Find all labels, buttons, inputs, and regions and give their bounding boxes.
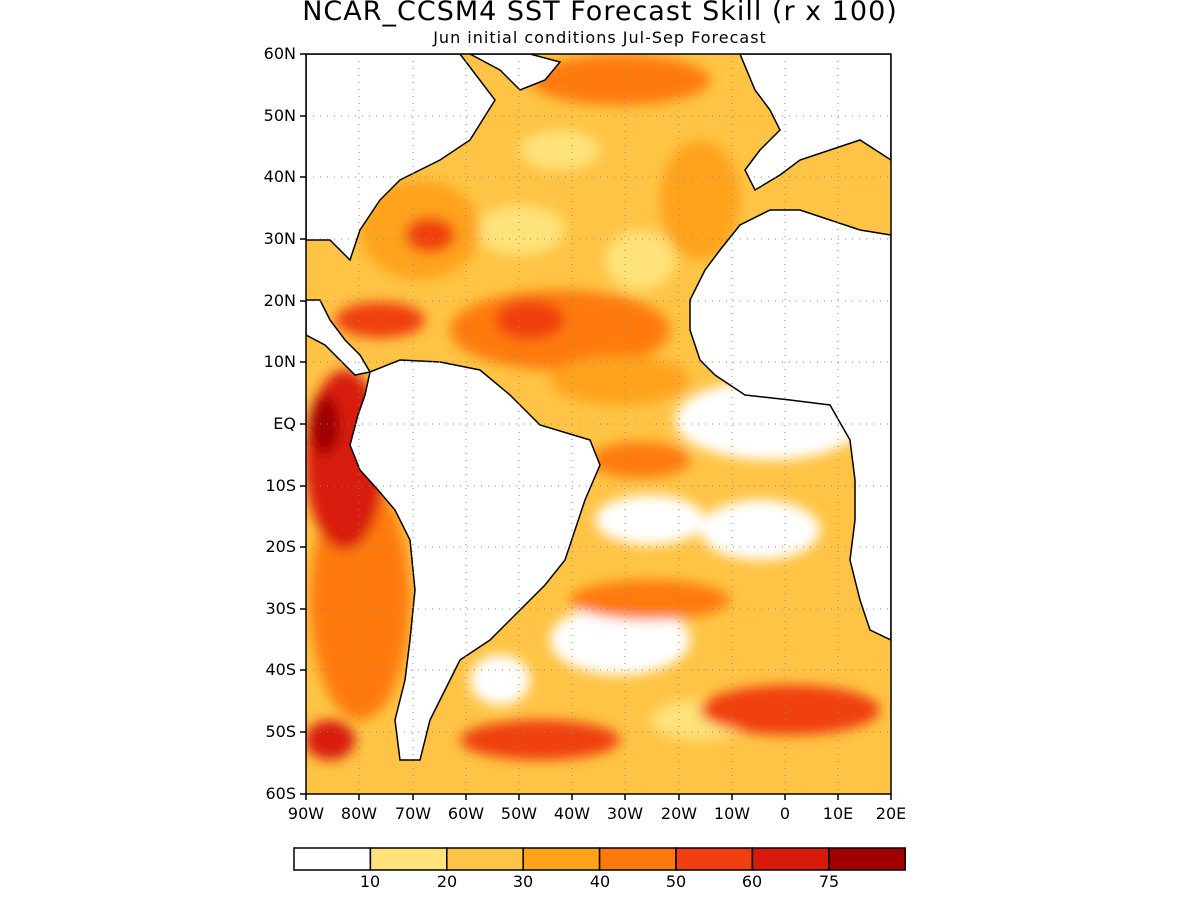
grid-lines: [306, 54, 891, 794]
low-skill-region: [470, 655, 530, 705]
skill-blobs: [306, 55, 880, 760]
lat-label: 40S: [265, 660, 296, 679]
lon-label: 30W: [606, 804, 644, 823]
axis-ticks: [300, 53, 892, 800]
lat-label: 60S: [265, 784, 296, 803]
colorbar-box-5: [675, 847, 754, 871]
lat-label: 50N: [263, 106, 296, 125]
skill-region: [550, 355, 690, 405]
colorbar-label: 20: [436, 872, 458, 891]
high-skill-region: [495, 300, 565, 340]
low-skill-region: [595, 495, 705, 545]
colorbar-label: 75: [818, 872, 840, 891]
colorbar-box-0: [293, 847, 372, 871]
skill-region: [700, 685, 880, 735]
lat-label: 30S: [265, 599, 296, 618]
colorbar-label: 10: [359, 872, 381, 891]
lon-label: 0: [779, 804, 791, 823]
skill-region: [570, 580, 730, 620]
europe: [739, 54, 891, 192]
north-america: [306, 54, 496, 262]
skill-region: [590, 442, 690, 478]
high-skill-region: [335, 302, 425, 338]
skill-region: [530, 55, 710, 105]
peak-skill-region: [310, 395, 340, 455]
lon-label: 50W: [500, 804, 538, 823]
map-title: NCAR_CCSM4 SST Forecast Skill (r x 100): [302, 0, 898, 27]
low-skill-region: [550, 605, 690, 675]
lon-label: 20W: [660, 804, 698, 823]
colorbar-box-4: [598, 847, 677, 871]
lon-label: 60W: [447, 804, 485, 823]
lat-label: 60N: [263, 44, 296, 63]
africa: [689, 209, 891, 641]
skill-field: [306, 54, 891, 794]
lon-label: 10W: [713, 804, 751, 823]
low-skill-region: [520, 130, 600, 170]
lon-label: 20E: [875, 804, 907, 823]
colorbar-label: 40: [589, 872, 611, 891]
lat-label: 10N: [263, 352, 296, 371]
colorbar-box-1: [369, 847, 448, 871]
lon-label: 70W: [394, 804, 432, 823]
colorbar: [293, 847, 906, 871]
colorbar-label: 60: [741, 872, 763, 891]
skill-region: [460, 720, 620, 760]
low-skill-region: [475, 205, 565, 255]
lon-label: 80W: [340, 804, 378, 823]
lon-label: 40W: [553, 804, 591, 823]
skill-region: [660, 140, 740, 260]
high-skill-region: [306, 720, 355, 760]
high-skill-region: [405, 217, 455, 253]
colorbar-label: 30: [512, 872, 534, 891]
greenland: [469, 54, 562, 91]
lon-label: 10E: [822, 804, 854, 823]
colorbar-label: 50: [665, 872, 687, 891]
low-skill-region: [700, 500, 820, 560]
lat-label: EQ: [273, 414, 296, 433]
colorbar-box-7: [828, 847, 906, 871]
lat-label: 50S: [265, 722, 296, 741]
lat-label: 20S: [265, 537, 296, 556]
map-subtitle: Jun initial conditions Jul-Sep Forecast: [433, 28, 767, 47]
low-skill-region: [605, 230, 675, 290]
lat-label: 10S: [265, 476, 296, 495]
lat-label: 40N: [263, 167, 296, 186]
lon-label: 90W: [287, 804, 325, 823]
colorbar-box-3: [522, 847, 601, 871]
colorbar-box-2: [446, 847, 524, 871]
colorbar-box-6: [751, 847, 830, 871]
lat-label: 30N: [263, 229, 296, 248]
lat-label: 20N: [263, 291, 296, 310]
